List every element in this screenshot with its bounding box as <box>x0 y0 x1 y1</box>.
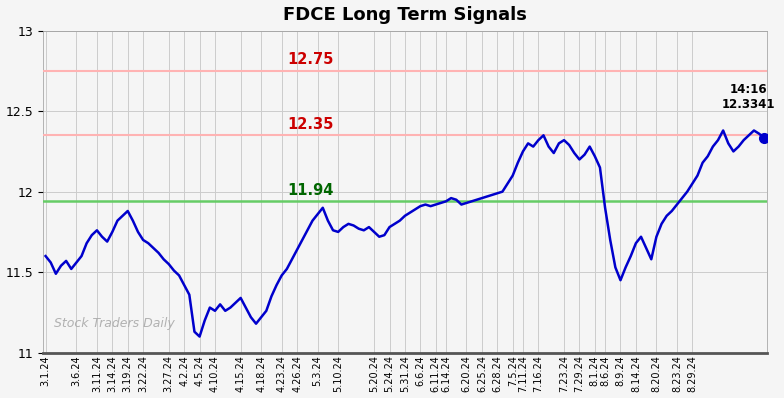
Text: 12.75: 12.75 <box>287 53 333 68</box>
Title: FDCE Long Term Signals: FDCE Long Term Signals <box>283 6 527 23</box>
Text: 12.35: 12.35 <box>287 117 333 132</box>
Text: Stock Traders Daily: Stock Traders Daily <box>54 317 175 330</box>
Text: 14:16
12.3341: 14:16 12.3341 <box>722 82 775 111</box>
Text: 11.94: 11.94 <box>287 183 333 198</box>
